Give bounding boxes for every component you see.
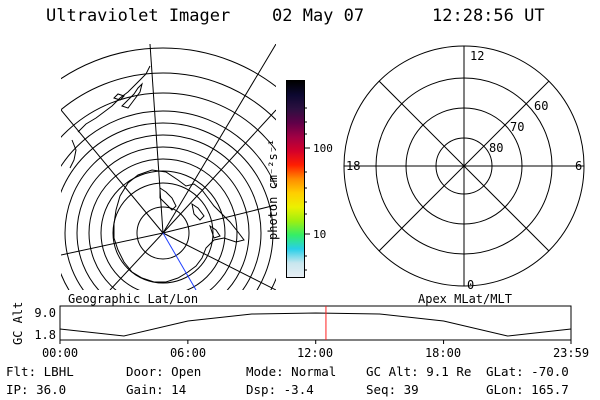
colorbar [286, 80, 305, 278]
mlat-label-80: 80 [489, 141, 503, 155]
info-seq-value: 39 [403, 382, 419, 397]
ytick-label-max: 9.0 [34, 306, 56, 320]
info-dsp-value: -3.4 [283, 382, 314, 397]
mlt-label-dusk: 18 [346, 159, 360, 173]
mlt-label-midnight: 0 [467, 278, 474, 292]
altitude-series-line [59, 312, 572, 337]
info-door-label: Door: [126, 364, 164, 379]
info-filter-label: Flt: [6, 364, 37, 379]
info-mode: Mode: Normal [246, 364, 336, 379]
info-door-value: Open [171, 364, 202, 379]
altitude-plot-frame [59, 305, 572, 341]
info-filter: Flt: LBHL [6, 364, 74, 379]
info-dsp: Dsp: -3.4 [246, 382, 314, 397]
info-seq-label: Seq: [366, 382, 397, 397]
xtick-label-1800: 18:00 [425, 346, 461, 360]
mlt-label-noon: 12 [470, 49, 484, 63]
mlt-label-dawn: 6 [575, 159, 582, 173]
ytick-label-min: 1.8 [34, 328, 56, 342]
colorbar-tick-100: 100 [313, 142, 333, 155]
date-label: 02 May 07 [272, 6, 365, 26]
colorbar-unit-label: photon cm⁻²s⁻¹ [266, 139, 280, 240]
colorbar-tick-10: 10 [313, 228, 326, 241]
xtick-label-0600: 06:00 [170, 346, 206, 360]
info-gc-alt-label: GC Alt: [366, 364, 419, 379]
info-glon-value: 165.7 [531, 382, 569, 397]
altitude-ylabel: GC Alt [11, 302, 25, 345]
info-gc-alt: GC Alt: 9.1 Re [366, 364, 471, 379]
info-glon: GLon: 165.7 [486, 382, 569, 397]
info-filter-value: LBHL [43, 364, 74, 379]
info-seq: Seq: 39 [366, 382, 419, 397]
xtick-label-2359: 23:59 [553, 346, 589, 360]
info-glat-value: -70.0 [531, 364, 569, 379]
instrument-title: Ultraviolet Imager [46, 6, 231, 26]
info-mode-label: Mode: [246, 364, 284, 379]
info-gain-value: 14 [171, 382, 187, 397]
mlat-label-60: 60 [534, 99, 548, 113]
apex-label: Apex MLat/MLT [418, 292, 512, 306]
info-door: Door: Open [126, 364, 201, 379]
info-gain: Gain: 14 [126, 382, 186, 397]
info-gc-alt-value: 9.1 Re [426, 364, 472, 379]
mlat-label-70: 70 [510, 120, 524, 134]
xtick-label-1200: 12:00 [297, 346, 333, 360]
info-dsp-label: Dsp: [246, 382, 277, 397]
info-glon-label: GLon: [486, 382, 524, 397]
time-label: 12:28:56 UT [432, 6, 545, 26]
info-glat: GLat: -70.0 [486, 364, 569, 379]
xtick-label-0000: 00:00 [42, 346, 78, 360]
info-ip: IP: 36.0 [6, 382, 66, 397]
info-ip-label: IP: [6, 382, 29, 397]
info-ip-value: 36.0 [36, 382, 67, 397]
geographic-label: Geographic Lat/Lon [68, 292, 198, 306]
info-glat-label: GLat: [486, 364, 524, 379]
info-mode-value: Normal [291, 364, 337, 379]
info-gain-label: Gain: [126, 382, 164, 397]
